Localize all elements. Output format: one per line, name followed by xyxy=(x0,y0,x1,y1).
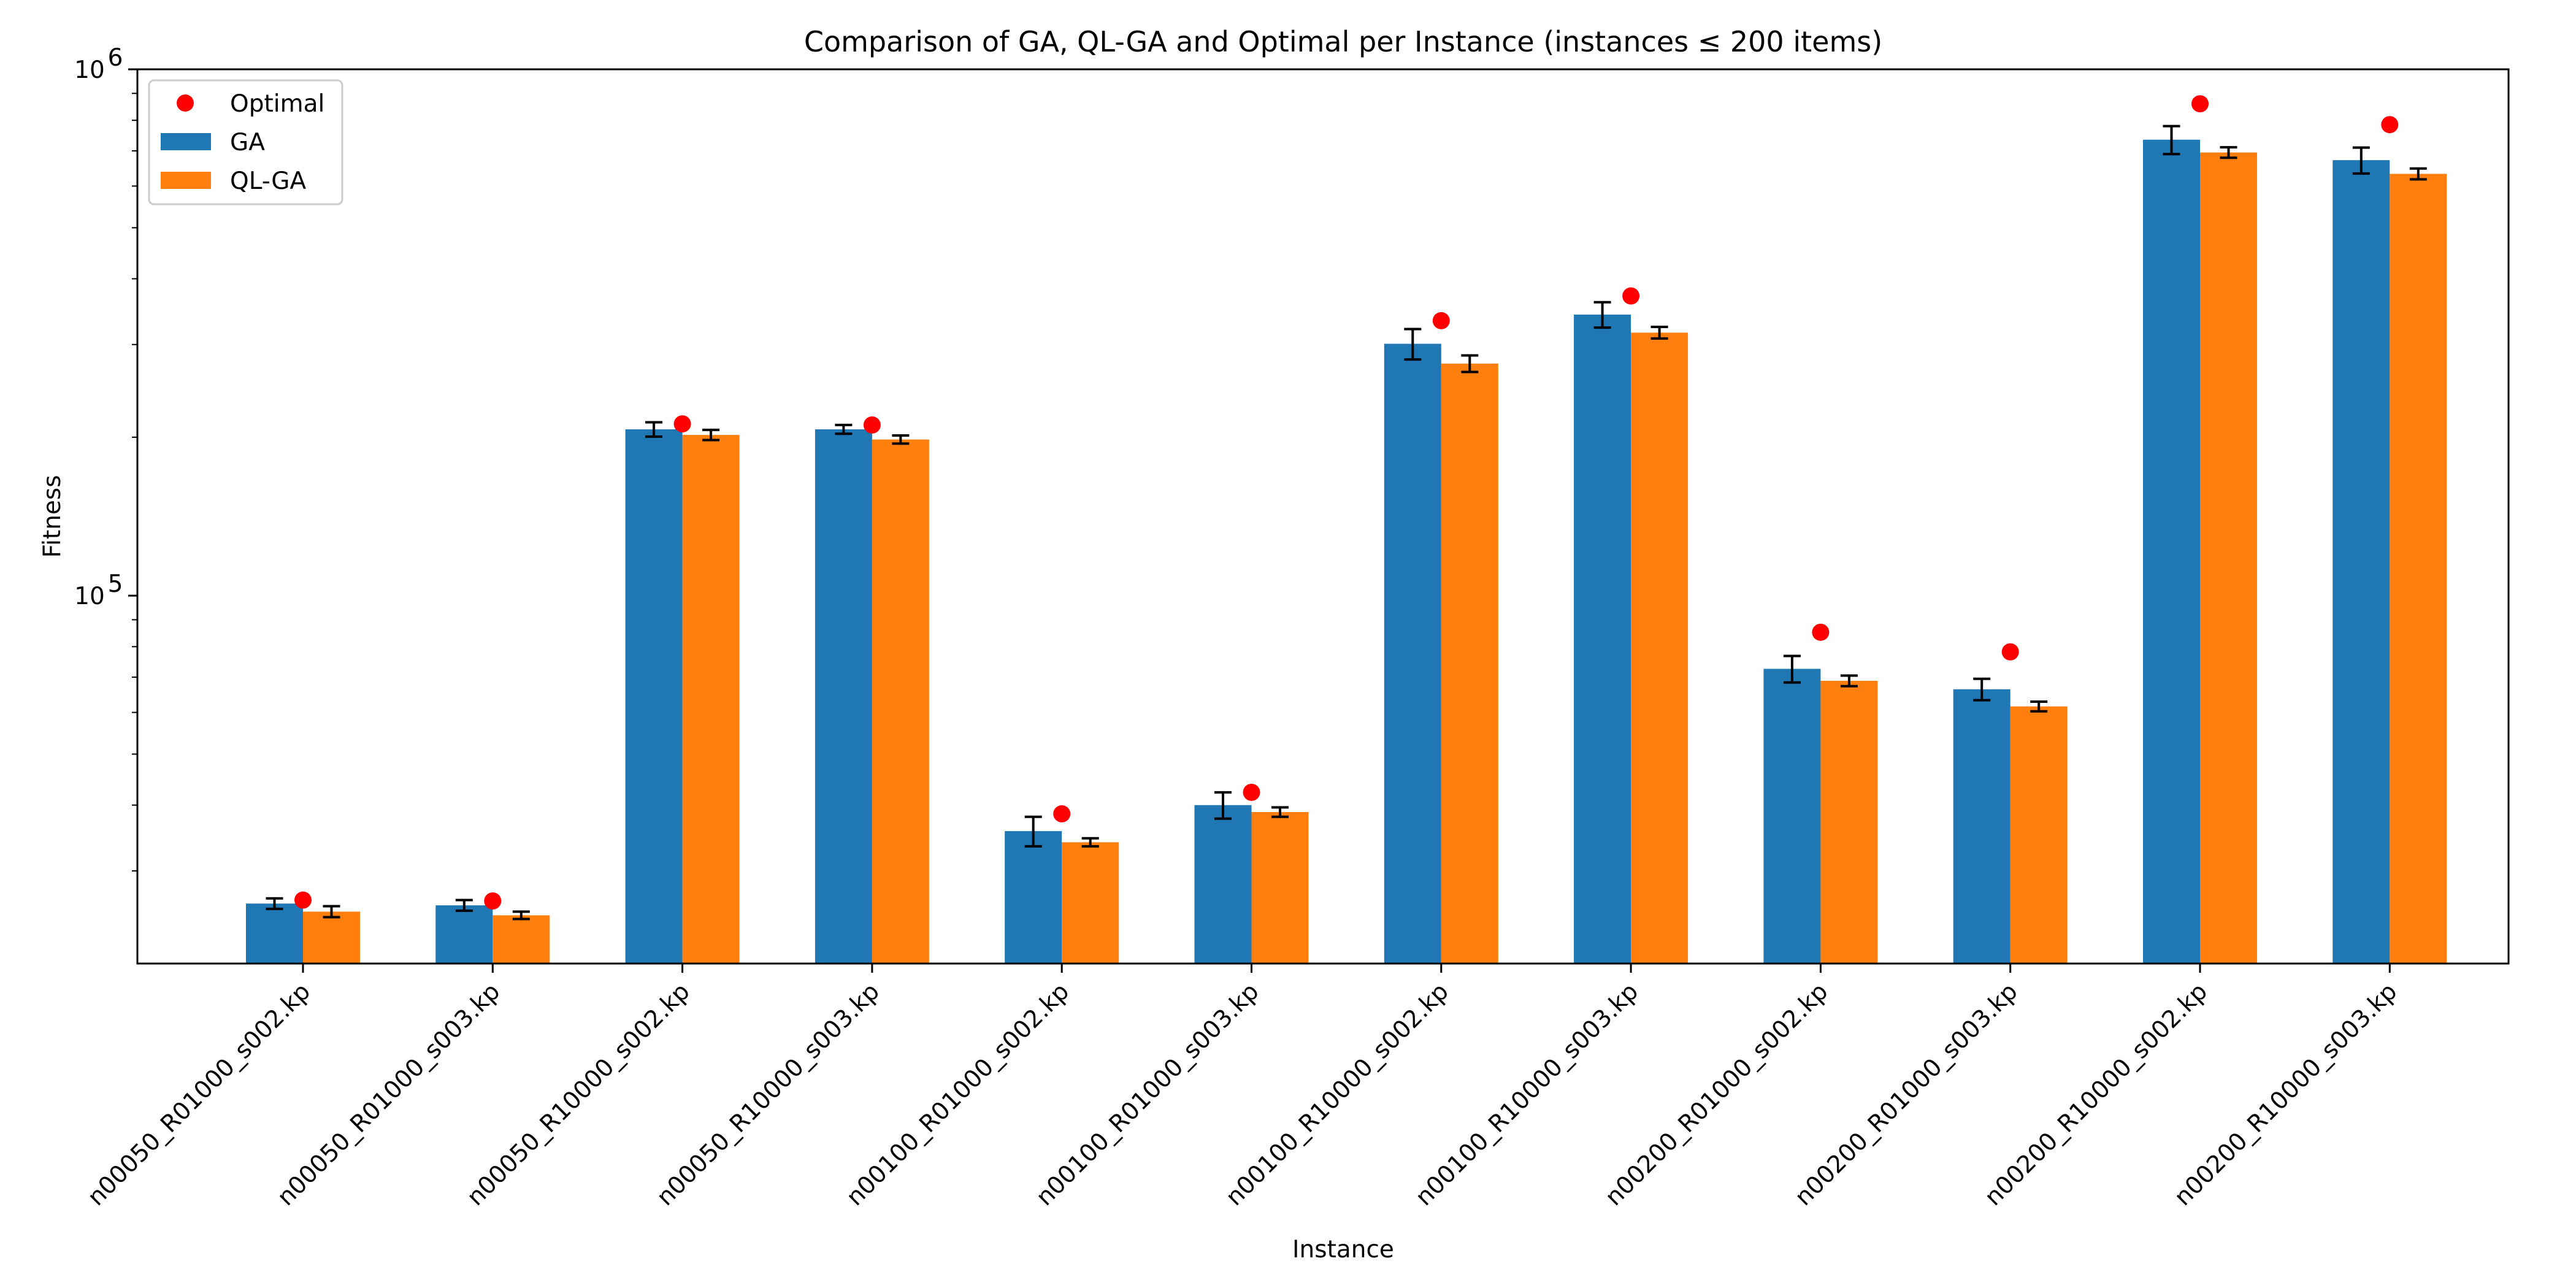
bar-ga xyxy=(1763,669,1821,964)
bar-ql-ga xyxy=(2200,152,2257,964)
plot-frame xyxy=(136,68,2510,965)
optimal-point xyxy=(1812,623,1830,641)
bar-ql-ga xyxy=(493,915,550,964)
optimal-point xyxy=(2381,116,2399,134)
bar-ga xyxy=(435,905,493,964)
legend-swatch-ql-ga xyxy=(161,172,211,189)
optimal-point xyxy=(2001,643,2019,661)
optimal-point xyxy=(673,415,691,433)
bar-ql-ga xyxy=(1062,842,1119,964)
optimal-point xyxy=(484,892,502,910)
y-tick-label: 10 xyxy=(74,56,105,84)
legend-marker-optimal xyxy=(177,94,194,112)
bar-ga xyxy=(1384,343,1441,964)
bar-ga xyxy=(625,429,683,964)
y-tick-label: 10 xyxy=(74,583,105,610)
bar-ql-ga xyxy=(872,439,929,964)
legend-label: QL-GA xyxy=(230,167,306,195)
optimal-point xyxy=(294,891,312,909)
bar-ql-ga xyxy=(1251,812,1309,964)
legend-label: Optimal xyxy=(230,90,324,118)
y-tick-exponent: 5 xyxy=(108,570,123,598)
bar-ql-ga xyxy=(2390,174,2447,964)
optimal-point xyxy=(1053,805,1071,822)
legend: Optimal GA QL-GA xyxy=(148,79,343,205)
bar-ql-ga xyxy=(1631,332,1689,964)
legend-label: GA xyxy=(230,129,265,156)
y-axis-label: Fitness xyxy=(39,475,66,558)
bar-ga xyxy=(2333,160,2390,964)
bar-ga xyxy=(815,429,872,964)
bar-ql-ga xyxy=(303,911,360,964)
chart-title: Comparison of GA, QL-GA and Optimal per … xyxy=(804,25,1882,58)
y-tick-exponent: 6 xyxy=(108,44,123,72)
bar-ql-ga xyxy=(682,435,740,964)
optimal-point xyxy=(863,416,881,434)
bar-ql-ga xyxy=(1441,363,1498,964)
legend-swatch-ga xyxy=(161,133,211,150)
bar-ga xyxy=(1574,314,1631,964)
optimal-point xyxy=(2191,95,2209,113)
optimal-point xyxy=(1432,312,1450,329)
errorbars-layer xyxy=(266,125,2427,921)
bar-ga xyxy=(1194,805,1252,964)
bar-ql-ga xyxy=(1820,681,1878,964)
optimal-points-layer xyxy=(294,95,2399,910)
bar-ga xyxy=(246,903,303,964)
bar-ga xyxy=(2143,139,2200,964)
bar-ga xyxy=(1953,689,2011,964)
bars-layer xyxy=(246,139,2447,964)
x-axis-label: Instance xyxy=(1292,1236,1394,1263)
bar-ga xyxy=(1005,831,1062,964)
optimal-point xyxy=(1243,783,1260,801)
optimal-point xyxy=(1622,287,1640,305)
bar-ql-ga xyxy=(2010,706,2068,964)
